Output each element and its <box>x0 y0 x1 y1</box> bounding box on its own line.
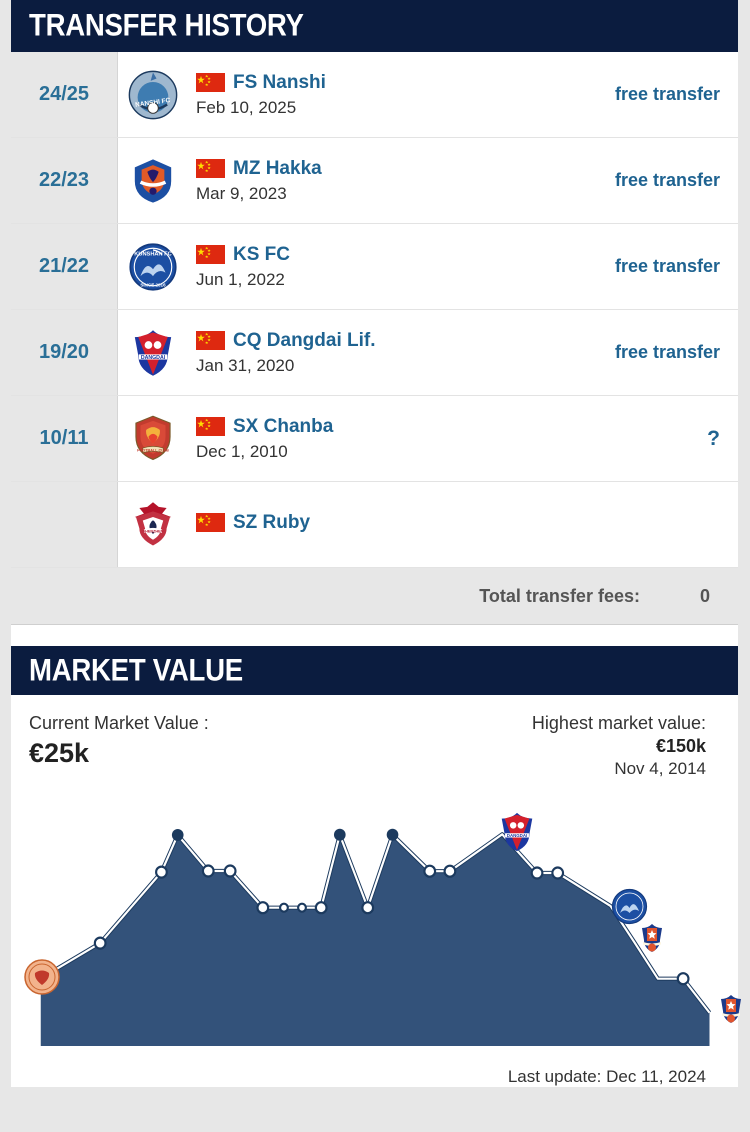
svg-text:DANGDAI: DANGDAI <box>507 833 527 838</box>
svg-text:SINCE 2016: SINCE 2016 <box>140 282 166 287</box>
svg-text:KUNSHAN FC: KUNSHAN FC <box>134 251 172 257</box>
svg-text:DANGDAI: DANGDAI <box>141 355 166 361</box>
svg-text:SHENZHEN: SHENZHEN <box>143 529 164 533</box>
svg-text:FOOTBALL CLUB: FOOTBALL CLUB <box>137 448 169 452</box>
